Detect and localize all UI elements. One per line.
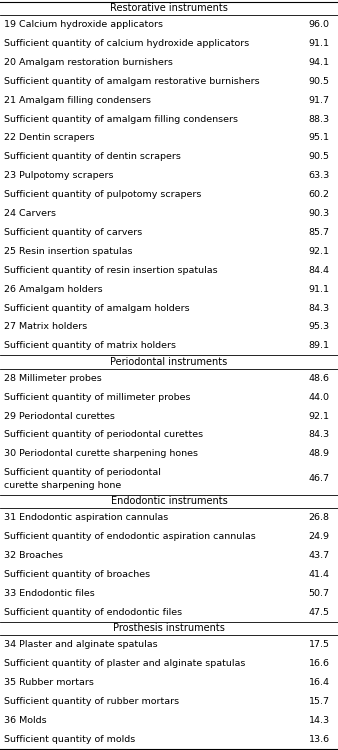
Text: 24 Carvers: 24 Carvers xyxy=(4,209,56,218)
Text: 84.3: 84.3 xyxy=(308,430,330,439)
Text: Sufficient quantity of amalgam restorative burnishers: Sufficient quantity of amalgam restorati… xyxy=(4,76,260,86)
Text: Endodontic instruments: Endodontic instruments xyxy=(111,496,227,506)
Text: 85.7: 85.7 xyxy=(309,228,330,237)
Text: 17.5: 17.5 xyxy=(309,640,330,649)
Text: 23 Pulpotomy scrapers: 23 Pulpotomy scrapers xyxy=(4,171,114,180)
Text: Sufficient quantity of periodontal curettes: Sufficient quantity of periodontal curet… xyxy=(4,430,203,439)
Text: Sufficient quantity of periodontal: Sufficient quantity of periodontal xyxy=(4,467,161,476)
Text: 84.4: 84.4 xyxy=(309,266,330,274)
Text: 26.8: 26.8 xyxy=(309,513,330,522)
Text: 88.3: 88.3 xyxy=(308,115,330,124)
Text: Sufficient quantity of pulpotomy scrapers: Sufficient quantity of pulpotomy scraper… xyxy=(4,190,202,200)
Text: 90.5: 90.5 xyxy=(309,76,330,86)
Text: Sufficient quantity of broaches: Sufficient quantity of broaches xyxy=(4,570,150,579)
Text: 46.7: 46.7 xyxy=(309,475,330,484)
Text: Sufficient quantity of endodontic files: Sufficient quantity of endodontic files xyxy=(4,608,183,616)
Text: 21 Amalgam filling condensers: 21 Amalgam filling condensers xyxy=(4,96,151,105)
Text: Sufficient quantity of resin insertion spatulas: Sufficient quantity of resin insertion s… xyxy=(4,266,218,274)
Text: 28 Millimeter probes: 28 Millimeter probes xyxy=(4,374,102,382)
Text: Restorative instruments: Restorative instruments xyxy=(110,3,228,13)
Text: 16.4: 16.4 xyxy=(309,678,330,687)
Text: 22 Dentin scrapers: 22 Dentin scrapers xyxy=(4,134,95,142)
Text: 91.1: 91.1 xyxy=(309,39,330,48)
Text: 48.9: 48.9 xyxy=(309,449,330,458)
Text: Sufficient quantity of millimeter probes: Sufficient quantity of millimeter probes xyxy=(4,393,191,402)
Text: 63.3: 63.3 xyxy=(308,171,330,180)
Text: 89.1: 89.1 xyxy=(309,341,330,350)
Text: Sufficient quantity of calcium hydroxide applicators: Sufficient quantity of calcium hydroxide… xyxy=(4,39,250,48)
Text: 32 Broaches: 32 Broaches xyxy=(4,550,64,560)
Text: 41.4: 41.4 xyxy=(309,570,330,579)
Text: Sufficient quantity of endodontic aspiration cannulas: Sufficient quantity of endodontic aspira… xyxy=(4,532,256,541)
Text: 26 Amalgam holders: 26 Amalgam holders xyxy=(4,284,103,293)
Text: 27 Matrix holders: 27 Matrix holders xyxy=(4,322,88,332)
Text: 90.3: 90.3 xyxy=(308,209,330,218)
Text: Prosthesis instruments: Prosthesis instruments xyxy=(113,623,225,633)
Text: 20 Amalgam restoration burnishers: 20 Amalgam restoration burnishers xyxy=(4,58,173,67)
Text: 15.7: 15.7 xyxy=(309,697,330,706)
Text: 95.3: 95.3 xyxy=(308,322,330,332)
Text: 92.1: 92.1 xyxy=(309,247,330,256)
Text: Sufficient quantity of amalgam filling condensers: Sufficient quantity of amalgam filling c… xyxy=(4,115,238,124)
Text: 96.0: 96.0 xyxy=(309,20,330,29)
Text: 25 Resin insertion spatulas: 25 Resin insertion spatulas xyxy=(4,247,133,256)
Text: 24.9: 24.9 xyxy=(309,532,330,541)
Text: Sufficient quantity of dentin scrapers: Sufficient quantity of dentin scrapers xyxy=(4,152,181,161)
Text: 36 Molds: 36 Molds xyxy=(4,716,47,724)
Text: 14.3: 14.3 xyxy=(308,716,330,724)
Text: 44.0: 44.0 xyxy=(309,393,330,402)
Text: 91.7: 91.7 xyxy=(309,96,330,105)
Text: 34 Plaster and alginate spatulas: 34 Plaster and alginate spatulas xyxy=(4,640,158,649)
Text: 16.6: 16.6 xyxy=(309,659,330,668)
Text: 31 Endodontic aspiration cannulas: 31 Endodontic aspiration cannulas xyxy=(4,513,169,522)
Text: 47.5: 47.5 xyxy=(309,608,330,616)
Text: 19 Calcium hydroxide applicators: 19 Calcium hydroxide applicators xyxy=(4,20,163,29)
Text: 90.5: 90.5 xyxy=(309,152,330,161)
Text: curette sharpening hone: curette sharpening hone xyxy=(4,482,122,490)
Text: 84.3: 84.3 xyxy=(308,304,330,313)
Text: Sufficient quantity of amalgam holders: Sufficient quantity of amalgam holders xyxy=(4,304,190,313)
Text: 91.1: 91.1 xyxy=(309,284,330,293)
Text: Sufficient quantity of plaster and alginate spatulas: Sufficient quantity of plaster and algin… xyxy=(4,659,246,668)
Text: 29 Periodontal curettes: 29 Periodontal curettes xyxy=(4,412,115,421)
Text: 35 Rubber mortars: 35 Rubber mortars xyxy=(4,678,94,687)
Text: Periodontal instruments: Periodontal instruments xyxy=(111,357,227,367)
Text: Sufficient quantity of carvers: Sufficient quantity of carvers xyxy=(4,228,143,237)
Text: 13.6: 13.6 xyxy=(308,734,330,743)
Text: 48.6: 48.6 xyxy=(309,374,330,382)
Text: 33 Endodontic files: 33 Endodontic files xyxy=(4,589,95,598)
Text: Sufficient quantity of matrix holders: Sufficient quantity of matrix holders xyxy=(4,341,176,350)
Text: 95.1: 95.1 xyxy=(309,134,330,142)
Text: 30 Periodontal curette sharpening hones: 30 Periodontal curette sharpening hones xyxy=(4,449,198,458)
Text: 60.2: 60.2 xyxy=(309,190,330,200)
Text: 50.7: 50.7 xyxy=(309,589,330,598)
Text: 94.1: 94.1 xyxy=(309,58,330,67)
Text: Sufficient quantity of rubber mortars: Sufficient quantity of rubber mortars xyxy=(4,697,179,706)
Text: 43.7: 43.7 xyxy=(308,550,330,560)
Text: Sufficient quantity of molds: Sufficient quantity of molds xyxy=(4,734,136,743)
Text: 92.1: 92.1 xyxy=(309,412,330,421)
